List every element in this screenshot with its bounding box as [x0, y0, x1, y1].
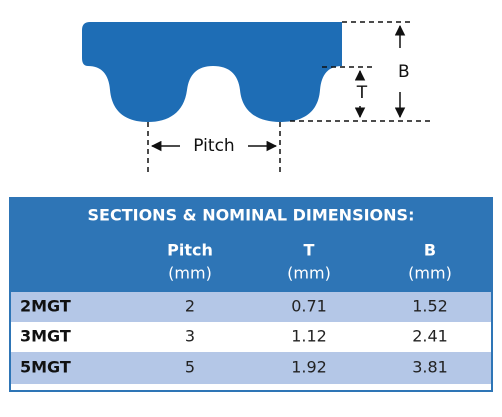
cell: 3 — [185, 327, 195, 346]
cell: 1.92 — [291, 358, 327, 377]
t-label: T — [356, 83, 368, 103]
row-bg — [10, 352, 492, 384]
column-unit: (mm) — [408, 264, 452, 283]
cell: 5 — [185, 358, 195, 377]
table-title: SECTIONS & NOMINAL DIMENSIONS: — [88, 206, 415, 225]
table-border — [9, 197, 493, 392]
column-unit: (mm) — [168, 264, 212, 283]
column-name: T — [304, 241, 315, 260]
b-label: B — [398, 62, 410, 82]
cell: 1.52 — [412, 297, 448, 316]
cell: 3.81 — [412, 358, 448, 377]
cell: 2 — [185, 297, 195, 316]
cell: 2.41 — [412, 327, 448, 346]
belt-diagram: B T Pitch — [82, 21, 430, 172]
column-unit: (mm) — [287, 264, 331, 283]
row-name: 5MGT — [20, 358, 71, 377]
row-name: 2MGT — [20, 297, 71, 316]
row-bg — [10, 322, 492, 352]
column-name: Pitch — [167, 241, 213, 260]
column-name: B — [424, 241, 436, 260]
row-bg — [10, 292, 492, 322]
cell: 1.12 — [291, 327, 327, 346]
pitch-label: Pitch — [193, 136, 234, 156]
row-name: 3MGT — [20, 327, 71, 346]
cell: 0.71 — [291, 297, 327, 316]
table-header-bg — [10, 198, 492, 292]
belt-profile — [82, 22, 342, 122]
dimensions-table: SECTIONS & NOMINAL DIMENSIONS: Pitch (mm… — [9, 197, 493, 392]
